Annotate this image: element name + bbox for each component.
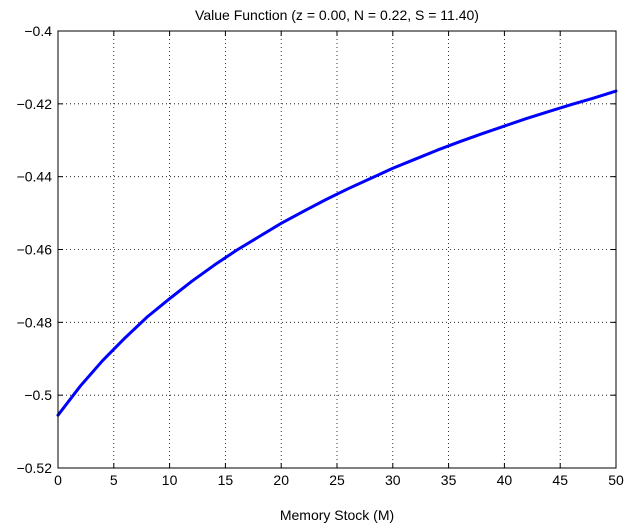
x-tick-label: 0 (54, 472, 62, 488)
x-tick-label: 35 (441, 472, 457, 488)
tick-labels: 0 5 10 15 20 25 30 35 40 45 50 −0.52 −0.5 −0.48 −0.46 −… (17, 23, 624, 488)
y-tick-label: −0.5 (24, 387, 52, 403)
x-tick-label: 50 (608, 472, 624, 488)
chart-title: Value Function (z = 0.00, N = 0.22, S = … (195, 7, 479, 23)
tick-marks (57, 30, 617, 469)
x-tick-label: 30 (385, 472, 401, 488)
series-layer (56, 89, 618, 417)
x-tick-label: 20 (273, 472, 289, 488)
y-tick-label: −0.4 (24, 23, 52, 39)
x-tick-label: 40 (497, 472, 513, 488)
y-tick-label: −0.46 (17, 242, 53, 258)
y-tick-label: −0.44 (17, 169, 53, 185)
x-tick-label: 15 (218, 472, 234, 488)
y-tick-label: −0.48 (17, 314, 53, 330)
value-function-line (56, 89, 618, 417)
x-tick-label: 25 (329, 472, 345, 488)
y-tick-label: −0.52 (17, 460, 53, 476)
x-tick-label: 45 (552, 472, 568, 488)
y-tick-label: −0.42 (17, 96, 53, 112)
x-tick-label: 5 (110, 472, 118, 488)
x-axis-label: Memory Stock (M) (280, 507, 394, 523)
x-tick-label: 10 (162, 472, 178, 488)
grid-lines (58, 31, 616, 468)
plot-area (58, 31, 616, 468)
